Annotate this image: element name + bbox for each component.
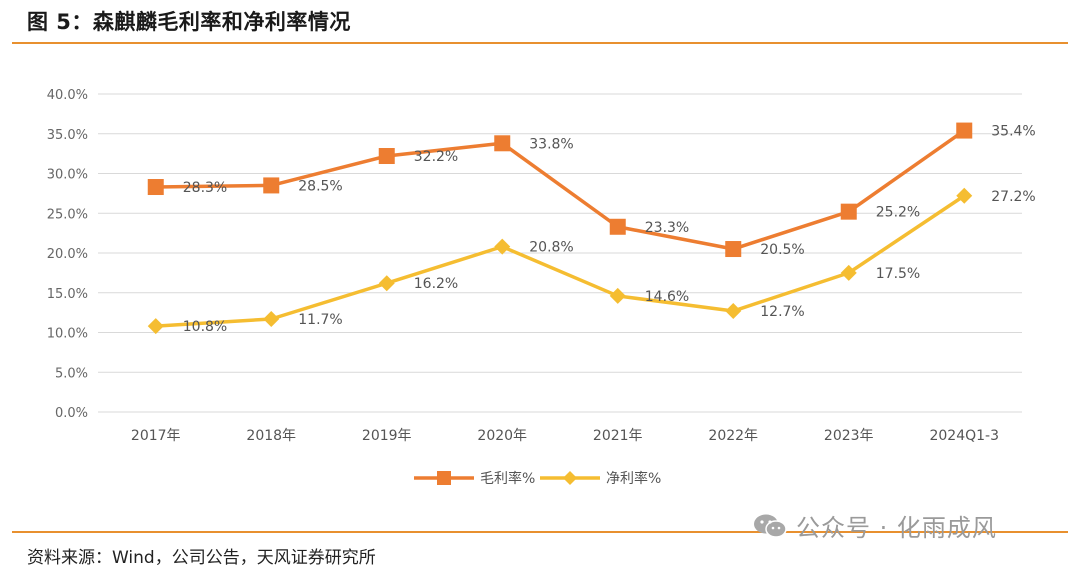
watermark: 公众号 · 化雨成风 xyxy=(752,508,997,543)
x-tick-label: 2019年 xyxy=(362,428,412,444)
gross-margin-marker xyxy=(840,203,857,220)
gross-margin-marker xyxy=(378,148,395,165)
x-tick-label: 2021年 xyxy=(593,428,643,444)
net-margin-marker xyxy=(840,264,857,281)
gross-margin-data-label: 33.8% xyxy=(529,136,573,152)
net-margin-legend-label: 净利率% xyxy=(606,470,661,487)
gross-margin-data-label: 35.4% xyxy=(991,124,1035,140)
y-tick-label: 10.0% xyxy=(47,327,88,342)
gross-margin-marker xyxy=(725,241,742,258)
wechat-icon xyxy=(754,514,787,538)
y-tick-label: 5.0% xyxy=(55,366,88,381)
net-margin-marker xyxy=(725,303,742,320)
y-tick-label: 25.0% xyxy=(47,207,88,222)
gross-margin-data-label: 28.5% xyxy=(298,178,342,194)
watermark-text: 公众号 · 化雨成风 xyxy=(796,514,997,542)
gross-margin-marker xyxy=(147,179,164,196)
net-margin-data-label: 10.8% xyxy=(183,319,227,335)
x-tick-label: 2018年 xyxy=(246,428,296,444)
net-margin-marker xyxy=(263,310,280,327)
gross-margin-data-label: 23.3% xyxy=(645,220,689,236)
gross-margin-line xyxy=(155,129,966,251)
gross-margin-data-label: 20.5% xyxy=(760,242,804,258)
net-margin-marker xyxy=(494,238,511,255)
gross-margin-marker xyxy=(494,135,511,152)
y-tick-label: 30.0% xyxy=(47,168,88,183)
gross-margin-data-label: 28.3% xyxy=(183,180,227,196)
y-tick-label: 40.0% xyxy=(47,88,88,103)
gross-margin-data-label: 32.2% xyxy=(414,149,458,165)
bottom-divider xyxy=(12,531,1068,533)
net-margin-data-label: 27.2% xyxy=(991,189,1035,205)
source-note: 资料来源：Wind，公司公告，天风证券研究所 xyxy=(27,548,376,568)
top-divider xyxy=(12,42,1068,44)
net-margin-line xyxy=(155,194,966,328)
gross-margin-legend-label: 毛利率% xyxy=(480,470,535,487)
net-margin-marker xyxy=(147,318,164,335)
net-margin-data-label: 14.6% xyxy=(645,289,689,305)
gross-margin-marker xyxy=(956,122,973,139)
net-margin-legend-marker xyxy=(563,471,577,485)
net-margin-data-label: 20.8% xyxy=(529,240,573,256)
y-tick-label: 20.0% xyxy=(47,247,88,262)
net-margin-data-label: 11.7% xyxy=(298,312,342,328)
net-margin-data-label: 16.2% xyxy=(414,276,458,292)
y-tick-label: 0.0% xyxy=(55,406,88,421)
net-margin-data-label: 12.7% xyxy=(760,304,804,320)
x-tick-label: 2017年 xyxy=(131,428,181,444)
x-tick-label: 2023年 xyxy=(824,428,874,444)
net-margin-marker xyxy=(956,187,973,204)
y-tick-label: 15.0% xyxy=(47,287,88,302)
gross-margin-marker xyxy=(609,218,626,235)
gross-margin-marker xyxy=(263,177,280,194)
line-chart: 0.0% 5.0% 10.0% 15.0% 20.0% 25.0% 30.0% 35.0% 40… xyxy=(47,88,1036,487)
gross-margin-legend-marker xyxy=(437,471,451,485)
x-tick-label: 2020年 xyxy=(477,428,527,444)
gross-margin-data-label: 25.2% xyxy=(876,205,920,221)
x-tick-label: 2024Q1-3 xyxy=(929,428,999,444)
net-margin-data-label: 17.5% xyxy=(876,266,920,282)
y-tick-label: 35.0% xyxy=(47,128,88,143)
net-margin-marker xyxy=(609,287,626,304)
x-tick-label: 2022年 xyxy=(708,428,758,444)
net-margin-marker xyxy=(378,275,395,292)
figure-title: 图 5：森麒麟毛利率和净利率情况 xyxy=(27,10,351,34)
